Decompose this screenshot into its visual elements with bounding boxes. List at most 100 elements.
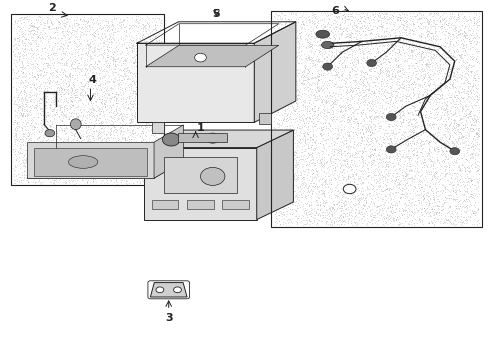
Point [473, 133, 481, 139]
Point [49, 94, 57, 100]
Point [407, 36, 414, 41]
Point [428, 190, 436, 195]
Point [23, 108, 31, 114]
Point [363, 162, 370, 167]
Point [84, 135, 92, 140]
Point [434, 45, 442, 50]
Point [368, 168, 376, 174]
Point [468, 53, 475, 59]
Point [105, 172, 113, 178]
Point [415, 100, 423, 106]
Point [378, 110, 386, 116]
Point [369, 65, 377, 71]
Point [54, 24, 62, 30]
Point [432, 157, 440, 162]
Point [436, 218, 444, 224]
Point [409, 47, 417, 53]
Point [472, 180, 480, 185]
Point [337, 60, 345, 66]
Point [473, 207, 481, 212]
Point [448, 189, 456, 194]
Point [353, 99, 361, 105]
Point [89, 55, 97, 61]
Point [285, 17, 293, 23]
Point [455, 188, 463, 194]
Point [342, 180, 350, 186]
Point [322, 109, 330, 115]
Point [23, 172, 31, 178]
Point [297, 156, 305, 162]
Point [438, 175, 446, 181]
Point [15, 53, 23, 59]
Point [67, 92, 75, 98]
Point [371, 64, 379, 69]
Point [446, 55, 453, 61]
Point [155, 152, 163, 157]
Point [451, 30, 459, 36]
Point [379, 15, 387, 21]
Point [320, 160, 327, 166]
Point [454, 18, 462, 24]
Point [280, 28, 288, 33]
Point [353, 120, 361, 126]
Point [111, 141, 119, 147]
Point [64, 56, 72, 62]
Point [114, 85, 122, 91]
Point [469, 208, 477, 214]
Point [326, 177, 334, 183]
Point [345, 86, 353, 91]
Point [50, 152, 58, 158]
Point [338, 83, 346, 89]
Point [273, 171, 281, 177]
Point [44, 174, 52, 180]
Point [453, 126, 461, 131]
Point [83, 42, 91, 48]
Point [129, 126, 137, 132]
Point [356, 140, 364, 146]
Point [151, 109, 159, 115]
Point [461, 17, 468, 22]
Point [449, 130, 457, 135]
Point [366, 113, 374, 118]
Point [325, 53, 332, 58]
Point [323, 36, 331, 41]
Point [439, 217, 447, 223]
Point [388, 68, 396, 74]
Point [445, 135, 452, 141]
Point [134, 130, 142, 136]
Point [431, 94, 439, 100]
Point [371, 172, 379, 178]
Point [398, 22, 406, 28]
Point [73, 122, 81, 128]
Point [461, 63, 469, 69]
Point [144, 120, 152, 126]
Point [472, 39, 480, 44]
Point [139, 171, 147, 177]
Point [68, 72, 76, 78]
Point [278, 131, 285, 137]
Point [411, 141, 419, 147]
Point [137, 39, 144, 45]
Point [273, 25, 281, 31]
Point [40, 69, 48, 75]
Point [17, 112, 25, 117]
Point [366, 116, 374, 122]
Point [114, 114, 122, 120]
Point [473, 22, 481, 28]
Point [288, 48, 296, 53]
Point [436, 144, 444, 150]
Point [357, 123, 365, 129]
Point [122, 149, 130, 155]
Point [407, 55, 415, 61]
Point [284, 98, 291, 103]
Point [13, 35, 20, 41]
Point [309, 92, 317, 98]
Point [333, 193, 341, 198]
Point [333, 157, 341, 162]
Point [309, 38, 317, 44]
Point [460, 14, 468, 20]
Point [444, 15, 452, 21]
Point [83, 41, 91, 47]
Point [270, 36, 278, 42]
Point [385, 99, 393, 105]
